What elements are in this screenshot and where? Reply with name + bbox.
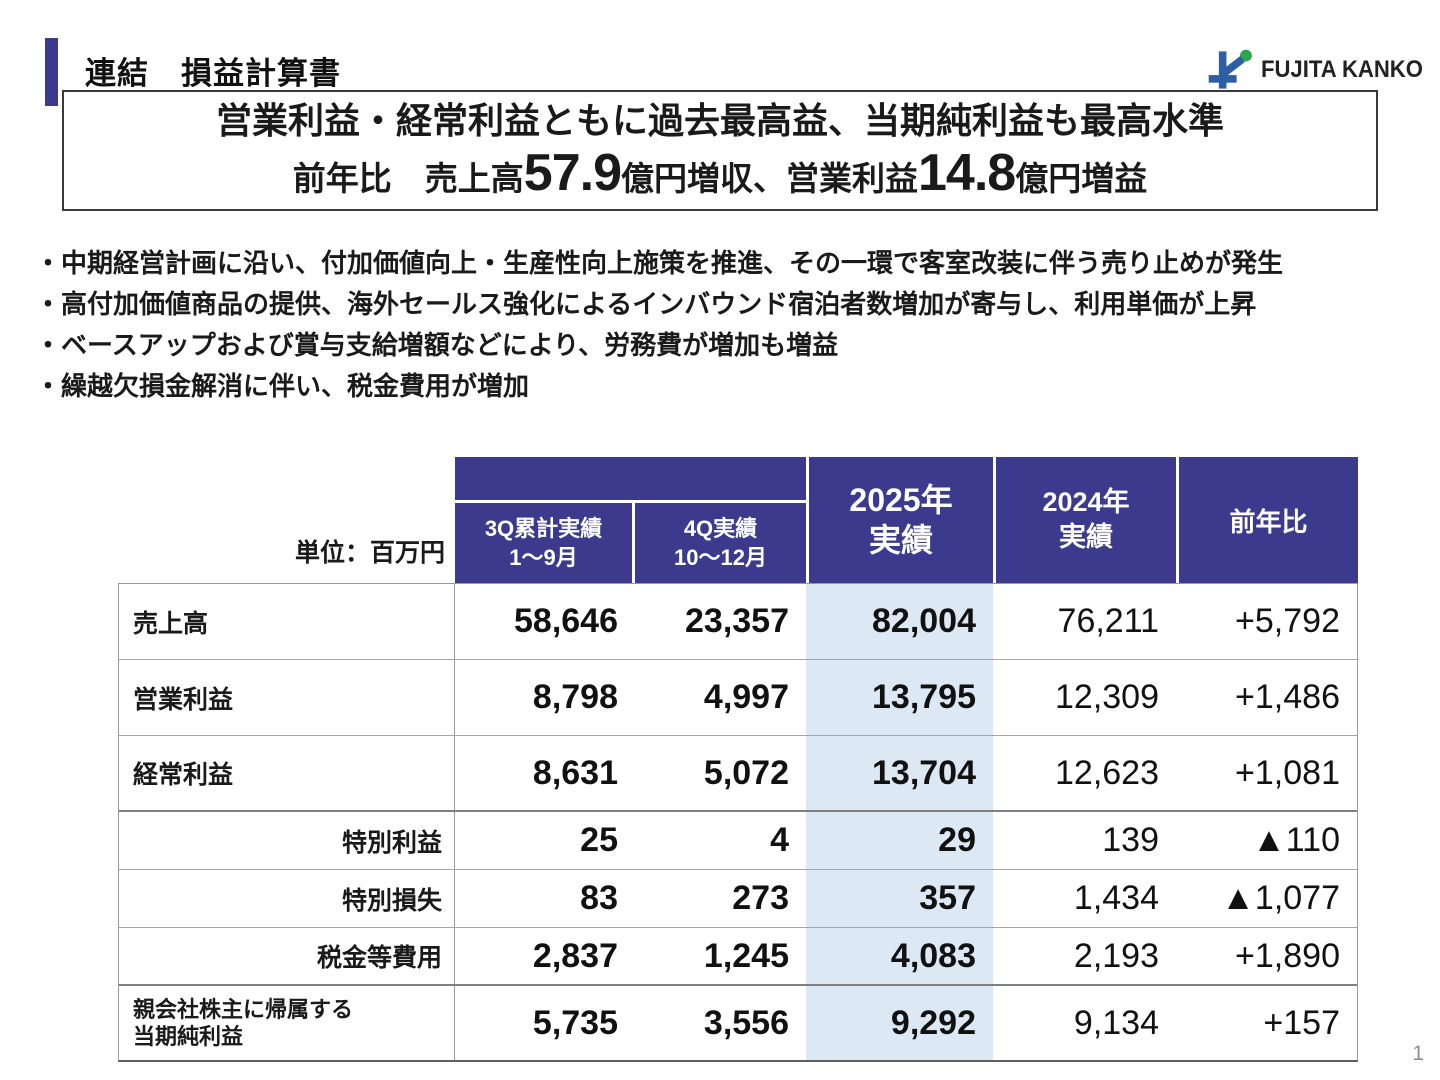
table-cell: +1,081	[1235, 753, 1340, 792]
table-cell: +1,890	[1235, 936, 1340, 975]
table-cell: ▲110	[1252, 821, 1340, 859]
row-label: 親会社株主に帰属する 当期純利益	[119, 986, 455, 1060]
table-cell: 1,434	[1073, 879, 1159, 917]
table-row-revenue: 売上高 58,646 23,357 82,004 76,211 +5,792	[119, 584, 1357, 660]
table-cell: 1,245	[703, 936, 789, 975]
headline-line2-prefix: 前年比 売上高	[292, 160, 524, 198]
table-header: 3Q累計実績 1～9月 4Q実績 10～12月 2025年 実績 2024年 実…	[455, 457, 1358, 583]
table-cell: 5,735	[532, 1003, 618, 1042]
table-cell: 4	[770, 821, 789, 859]
headline-op-delta: 14.8	[918, 144, 1016, 203]
table-row-extraordinary-loss: 特別損失 83 273 357 1,434 ▲1,077	[119, 870, 1357, 928]
table-cell: 58,646	[514, 602, 618, 640]
table-cell: 29	[806, 812, 993, 869]
row-label: 特別損失	[119, 870, 455, 927]
bullet-item: ・繰越欠損金解消に伴い、税金費用が増加	[35, 371, 530, 401]
headline-line2: 前年比 売上高57.9億円増収、営業利益14.8億円増益	[293, 145, 1147, 202]
table-cell: 4,083	[806, 928, 993, 984]
table-cell: 9,134	[1073, 1003, 1159, 1042]
table-cell: 13,795	[806, 660, 993, 735]
table-cell: 76,211	[1057, 602, 1159, 640]
table-body: 売上高 58,646 23,357 82,004 76,211 +5,792 営…	[118, 583, 1358, 1062]
header-band	[455, 457, 806, 503]
title-accent-bar	[45, 38, 58, 106]
table-cell: ▲1,077	[1221, 879, 1340, 917]
row-label: 売上高	[119, 584, 455, 659]
table-row-ordinary-income: 経常利益 8,631 5,072 13,704 12,623 +1,081	[119, 736, 1357, 812]
table-cell: +157	[1263, 1003, 1340, 1042]
column-header-yoy: 前年比	[1176, 457, 1358, 583]
row-label: 税金等費用	[119, 928, 455, 984]
table-cell: 357	[806, 870, 993, 927]
logo-text: FUJITA KANKO	[1261, 56, 1423, 83]
table-cell: 5,072	[703, 753, 789, 792]
bullet-item: ・ベースアップおよび賞与支給増額などにより、労務費が増加も増益	[35, 330, 839, 360]
row-label: 特別利益	[119, 812, 455, 869]
table-row-tax-expense: 税金等費用 2,837 1,245 4,083 2,193 +1,890	[119, 928, 1357, 986]
table-cell: 12,623	[1055, 753, 1159, 792]
headline-sales-delta: 57.9	[523, 144, 622, 203]
table-cell: 25	[580, 821, 618, 859]
table-cell: +1,486	[1235, 678, 1340, 716]
table-cell: 13,704	[806, 736, 993, 810]
bullet-item: ・高付加価値商品の提供、海外セールス強化によるインバウンド宿泊者数増加が寄与し、…	[35, 289, 1257, 319]
fujita-kanko-logo-icon	[1203, 48, 1255, 92]
table-row-net-income: 親会社株主に帰属する 当期純利益 5,735 3,556 9,292 9,134…	[119, 986, 1357, 1060]
unit-label: 単位：百万円	[294, 539, 445, 567]
table-cell: 4,997	[703, 678, 789, 716]
headline-line1: 営業利益・経常利益ともに過去最高益、当期純利益も最高水準	[215, 100, 1224, 142]
table-cell: 2,193	[1073, 936, 1159, 975]
bullet-list: ・中期経営計画に沿い、付加価値向上・生産性向上施策を推進、その一環で客室改装に伴…	[35, 243, 1415, 407]
fujita-kanko-logo: FUJITA KANKO	[1203, 48, 1437, 92]
table-cell: 2,837	[532, 936, 618, 975]
headline-line2-mid: 億円増収、営業利益	[621, 160, 918, 198]
table-cell: 8,631	[532, 753, 618, 792]
table-row-operating-income: 営業利益 8,798 4,997 13,795 12,309 +1,486	[119, 660, 1357, 736]
row-label: 経常利益	[119, 736, 455, 810]
column-header-2024: 2024年 実績	[993, 457, 1176, 583]
table-cell: 83	[580, 879, 618, 917]
table-cell: 3,556	[703, 1003, 789, 1042]
table-cell: 9,292	[806, 986, 993, 1060]
table-cell: 82,004	[806, 584, 993, 659]
column-header-q3: 3Q累計実績 1～9月	[455, 503, 635, 583]
table-cell: 139	[1102, 821, 1159, 859]
table-cell: 12,309	[1055, 678, 1159, 716]
table-cell: 23,357	[685, 602, 789, 640]
headline-box: 営業利益・経常利益ともに過去最高益、当期純利益も最高水準 前年比 売上高57.9…	[62, 90, 1378, 211]
table-cell: +5,792	[1235, 602, 1340, 640]
bullet-item: ・中期経営計画に沿い、付加価値向上・生産性向上施策を推進、その一環で客室改装に伴…	[35, 248, 1284, 278]
table-cell: 8,798	[532, 678, 618, 716]
page-title: 連結 損益計算書	[85, 56, 341, 91]
row-label: 営業利益	[119, 660, 455, 735]
table-cell: 273	[732, 879, 789, 917]
page-number: 1	[1412, 1042, 1424, 1065]
headline-line2-suffix: 億円増益	[1015, 160, 1148, 198]
column-header-q4: 4Q実績 10～12月	[635, 503, 806, 583]
column-header-2025: 2025年 実績	[806, 457, 993, 583]
table-row-extraordinary-income: 特別利益 25 4 29 139 ▲110	[119, 812, 1357, 870]
